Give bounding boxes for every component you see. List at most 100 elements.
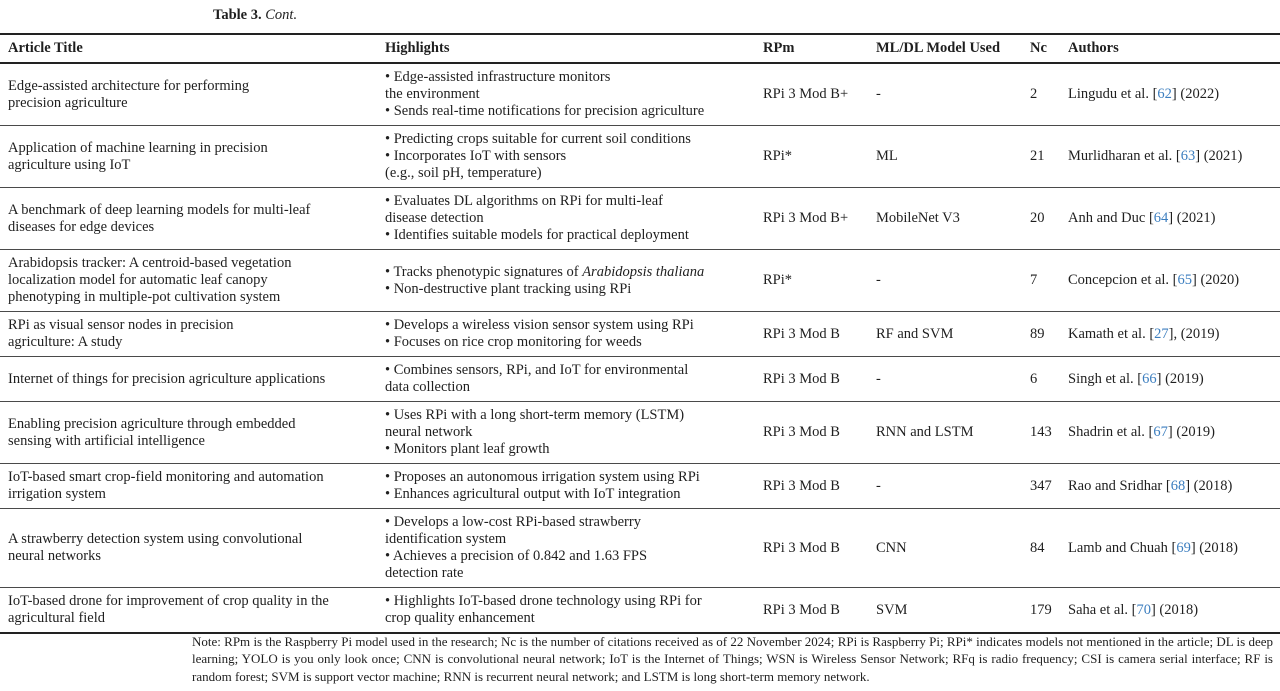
highlight-line: • Non-destructive plant tracking using R… — [385, 281, 753, 298]
highlight-line: • Sends real-time notifications for prec… — [385, 103, 753, 120]
citation-ref-link[interactable]: 63 — [1180, 148, 1196, 164]
nc-citations-cell: 20 — [1030, 210, 1045, 226]
highlight-line: • Combines sensors, RPi, and IoT for env… — [385, 362, 753, 379]
ml-dl-model-cell: RNN and LSTM — [876, 424, 974, 440]
highlight-line: • Edge-assisted infrastructure monitors — [385, 69, 753, 86]
table-row: A benchmark of deep learning models for … — [0, 188, 1280, 250]
rpm-cell: RPi 3 Mod B — [763, 477, 840, 494]
highlights-cell: • Edge-assisted infrastructure monitors t… — [385, 63, 763, 126]
table-row: RPi as visual sensor nodes in precision … — [0, 312, 1280, 357]
rpm-cell: RPi 3 Mod B — [763, 601, 840, 618]
authors-cell: Shadrin et al. [67] (2019) — [1068, 402, 1280, 464]
highlight-text: • Enhances agricultural output with IoT … — [385, 486, 681, 502]
highlight-line: (e.g., soil pH, temperature) — [385, 165, 753, 182]
highlights-cell: • Develops a low-cost RPi-based strawber… — [385, 509, 763, 588]
authors-cell: Anh and Duc [64] (2021) — [1068, 188, 1280, 250]
author-text: Singh et al. [ — [1068, 370, 1143, 387]
author-year-text: ], (2019) — [1168, 325, 1220, 342]
nc-citations-cell: 143 — [1030, 424, 1052, 440]
author-year-text: ] (2020) — [1192, 272, 1240, 288]
article-title-cell: IoT-based drone for improvement of crop … — [8, 593, 329, 626]
highlight-line: identification system — [385, 531, 753, 548]
highlights-cell: • Evaluates DL algorithms on RPi for mul… — [385, 188, 763, 250]
highlight-line: • Enhances agricultural output with IoT … — [385, 486, 753, 503]
author-text: Lamb and Chuah [ — [1068, 539, 1177, 556]
table-row: Internet of things for precision agricul… — [0, 357, 1280, 402]
article-title-cell: IoT-based smart crop-field monitoring an… — [8, 469, 324, 502]
highlight-line: • Tracks phenotypic signatures of Arabid… — [385, 264, 753, 281]
ml-dl-model-cell: - — [876, 477, 881, 494]
citation-ref-link[interactable]: 65 — [1177, 272, 1193, 288]
citation-ref-link[interactable]: 64 — [1153, 210, 1169, 226]
table-row: Edge-assisted architecture for performin… — [0, 63, 1280, 126]
rpm-cell: RPi 3 Mod B+ — [763, 86, 849, 102]
highlight-text: (e.g., soil pH, temperature) — [385, 165, 542, 181]
rpm-cell: RPi* — [763, 272, 793, 288]
citation-ref-link[interactable]: 69 — [1176, 539, 1191, 556]
author-year-text: ] (2019) — [1156, 370, 1204, 387]
citation-ref-link[interactable]: 68 — [1170, 477, 1186, 494]
article-title-cell: Application of machine learning in preci… — [8, 139, 268, 173]
table-row: Enabling precision agriculture through e… — [0, 402, 1280, 464]
highlight-text: • Evaluates DL algorithms on RPi for mul… — [385, 193, 663, 209]
highlight-text: identification system — [385, 531, 507, 547]
rpm-cell: RPi 3 Mod B — [763, 370, 840, 387]
highlight-italic-text: Arabidopsis thaliana — [582, 263, 705, 280]
nc-citations-cell: 2 — [1030, 86, 1038, 102]
ml-dl-model-cell: ML — [876, 148, 898, 164]
highlight-line: • Focuses on rice crop monitoring for we… — [385, 334, 753, 351]
highlight-text: detection rate — [385, 565, 464, 581]
highlight-text: • Focuses on rice crop monitoring for we… — [385, 334, 642, 350]
citation-ref-link[interactable]: 70 — [1136, 601, 1151, 618]
highlights-cell: • Proposes an autonomous irrigation syst… — [385, 464, 763, 509]
highlight-text: • Develops a low-cost RPi-based strawber… — [385, 514, 641, 530]
citation-ref-link[interactable]: 66 — [1142, 370, 1157, 387]
column-header-nc: Nc — [1030, 40, 1047, 56]
author-year-text: ] (2019) — [1167, 424, 1215, 440]
author-text: Lingudu et al. [ — [1068, 86, 1158, 102]
highlight-text: • Combines sensors, RPi, and IoT for env… — [385, 362, 689, 378]
table-row: IoT-based drone for improvement of crop … — [0, 588, 1280, 634]
nc-citations-cell: 179 — [1030, 601, 1052, 618]
rpm-cell: RPi 3 Mod B — [763, 539, 840, 556]
article-title-cell: A benchmark of deep learning models for … — [8, 201, 311, 235]
highlight-line: data collection — [385, 379, 753, 396]
highlights-cell: • Combines sensors, RPi, and IoT for env… — [385, 357, 763, 402]
author-year-text: ] (2021) — [1195, 148, 1243, 164]
nc-citations-cell: 21 — [1030, 148, 1045, 164]
citation-ref-link[interactable]: 62 — [1157, 86, 1172, 102]
highlight-line: • Identifies suitable models for practic… — [385, 227, 753, 244]
ml-dl-model-cell: - — [876, 370, 881, 387]
article-title-cell: Internet of things for precision agricul… — [8, 370, 326, 387]
highlight-text: • Develops a wireless vision sensor syst… — [385, 317, 694, 333]
highlight-line: disease detection — [385, 210, 753, 227]
author-year-text: ] (2021) — [1168, 210, 1216, 226]
articles-table: Article Title Highlights RPm ML/DL Model Us… — [0, 33, 1280, 634]
table-row: A strawberry detection system using conv… — [0, 509, 1280, 588]
ml-dl-model-cell: - — [876, 272, 881, 288]
highlight-line: • Achieves a precision of 0.842 and 1.63… — [385, 548, 753, 565]
article-title-cell: Arabidopsis tracker: A centroid-based ve… — [8, 255, 292, 305]
highlight-line: • Uses RPi with a long short-term memory… — [385, 407, 753, 424]
highlight-text: the environment — [385, 86, 480, 102]
nc-citations-cell: 6 — [1030, 370, 1038, 387]
article-title-cell: Edge-assisted architecture for performin… — [8, 77, 250, 111]
highlight-text: • Tracks phenotypic signatures of — [385, 263, 583, 280]
authors-cell: Saha et al. [70] (2018) — [1068, 588, 1280, 634]
highlight-line: crop quality enhancement — [385, 610, 753, 627]
citation-ref-link[interactable]: 67 — [1153, 424, 1168, 440]
nc-citations-cell: 7 — [1030, 272, 1038, 288]
table-row: IoT-based smart crop-field monitoring an… — [0, 464, 1280, 509]
highlight-line: neural network — [385, 424, 753, 441]
highlight-text: • Edge-assisted infrastructure monitors — [385, 69, 611, 85]
highlight-text: • Sends real-time notifications for prec… — [385, 103, 705, 119]
citation-ref-link[interactable]: 27 — [1154, 325, 1169, 342]
author-text: Anh and Duc [ — [1068, 210, 1154, 226]
highlight-text: crop quality enhancement — [385, 610, 535, 626]
rpm-cell: RPi 3 Mod B — [763, 325, 840, 342]
table-caption-cont: Cont. — [265, 7, 298, 23]
authors-cell: Lingudu et al. [62] (2022) — [1068, 63, 1280, 126]
nc-citations-cell: 89 — [1030, 325, 1045, 342]
highlight-text: • Achieves a precision of 0.842 and 1.63… — [385, 548, 648, 564]
